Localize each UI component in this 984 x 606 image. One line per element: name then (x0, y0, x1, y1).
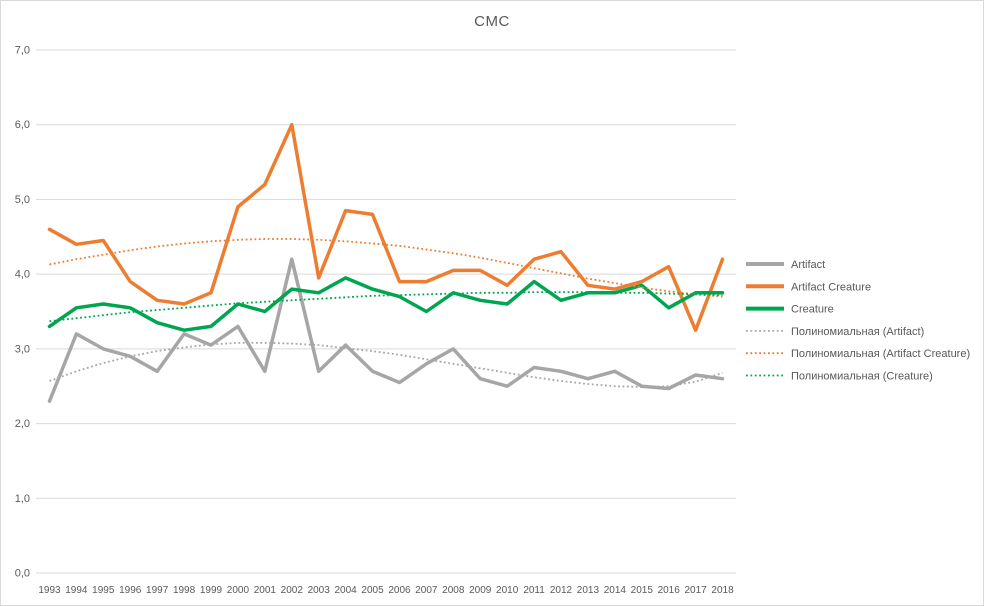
x-tick-label: 2010 (496, 585, 519, 596)
y-tick-label: 1,0 (15, 493, 30, 505)
x-tick-label: 1995 (92, 585, 115, 596)
legend-item: Полиномиальная (Artifact) (746, 326, 924, 338)
x-tick-label: 2001 (254, 585, 277, 596)
x-tick-label: 2002 (281, 585, 304, 596)
trendline-artifact (49, 341, 723, 388)
series-line-artifact-creature (47, 122, 725, 332)
legend-item: Полиномиальная (Artifact Creature) (746, 348, 970, 360)
x-tick-label: 1994 (65, 585, 88, 596)
x-tick-label: 2003 (308, 585, 331, 596)
y-tick-label: 5,0 (15, 194, 30, 206)
x-tick-label: 2015 (631, 585, 654, 596)
legend-item: Artifact Creature (746, 281, 871, 293)
legend-label-trend-artifact: Полиномиальная (Artifact) (791, 326, 924, 338)
legend-label-creature: Creature (791, 304, 834, 316)
x-tick-label: 2004 (334, 585, 357, 596)
y-tick-label: 3,0 (15, 343, 30, 355)
x-tick-label: 2011 (523, 585, 545, 596)
x-tick-label: 1996 (119, 585, 142, 596)
x-tick-label: 2018 (711, 585, 734, 596)
x-tick-label: 2007 (415, 585, 438, 596)
x-tick-label: 2000 (227, 585, 250, 596)
x-tick-label: 2014 (604, 585, 627, 596)
legend-item: Creature (746, 304, 834, 316)
x-tick-label: 2012 (550, 585, 573, 596)
x-tick-label: 2008 (442, 585, 465, 596)
legend-item: Полиномиальная (Creature) (746, 371, 933, 383)
y-tick-label: 7,0 (15, 45, 30, 57)
legend-label-trend-creature: Полиномиальная (Creature) (791, 371, 933, 383)
x-tick-label: 2009 (469, 585, 492, 596)
y-tick-label: 4,0 (15, 269, 30, 281)
x-tick-label: 2006 (388, 585, 411, 596)
legend-label-artifact-creature: Artifact Creature (791, 281, 871, 293)
legend-label-artifact: Artifact (791, 259, 825, 271)
series-line-creature (47, 276, 725, 332)
chart-title: CMC (474, 13, 510, 30)
legend-item: Artifact (746, 259, 825, 271)
x-tick-label: 1993 (38, 585, 61, 596)
series-line-artifact (47, 257, 725, 403)
legend-label-trend-artifact-creature: Полиномиальная (Artifact Creature) (791, 348, 970, 360)
x-tick-label: 2016 (658, 585, 681, 596)
x-tick-label: 1999 (200, 585, 223, 596)
x-tick-label: 2013 (577, 585, 600, 596)
y-tick-label: 6,0 (15, 119, 30, 131)
x-tick-label: 1998 (173, 585, 196, 596)
x-tick-label: 2005 (361, 585, 384, 596)
y-tick-label: 2,0 (15, 418, 30, 430)
y-tick-label: 0,0 (15, 568, 30, 580)
x-tick-label: 1997 (146, 585, 169, 596)
x-tick-label: 2017 (684, 585, 707, 596)
